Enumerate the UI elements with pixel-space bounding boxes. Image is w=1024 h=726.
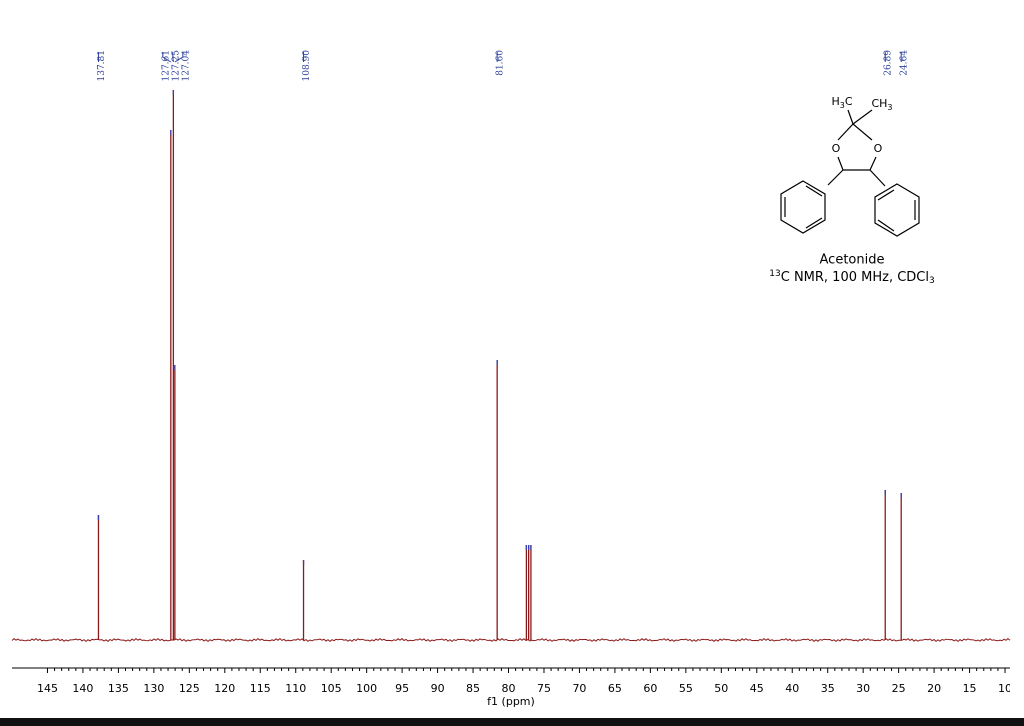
x-tick-label: 25 [892, 682, 906, 695]
x-tick-label: 85 [466, 682, 480, 695]
atom: C [845, 95, 853, 108]
x-tick-label: 135 [108, 682, 129, 695]
x-tick-label: 100 [356, 682, 377, 695]
x-ticks: 145 140 135 130 125 120 115 110 105 100 95 90 85 80 75… [37, 668, 1012, 695]
x-tick-label: 110 [285, 682, 306, 695]
peak-label: 26.89 [884, 50, 894, 76]
method: C NMR, 100 MHz, CDCl [781, 270, 929, 285]
peak-label: 127.25 [171, 50, 181, 82]
subscript: 3 [887, 103, 892, 112]
bonds [827, 109, 886, 187]
x-tick-label: 15 [963, 682, 977, 695]
x-tick-label: 70 [572, 682, 586, 695]
x-tick-label: 45 [750, 682, 764, 695]
x-tick-label: 115 [250, 682, 271, 695]
oxygen-left: O [832, 142, 841, 155]
x-tick-label: 125 [179, 682, 200, 695]
x-axis-title: f1 (ppm) [487, 695, 535, 708]
x-tick-label: 30 [856, 682, 870, 695]
phenyl-right [874, 183, 920, 237]
peak-label: 108.90 [302, 50, 312, 82]
atom: H [831, 95, 839, 108]
methyl-left: H3C [831, 95, 852, 110]
x-tick-label: 90 [431, 682, 445, 695]
x-tick-label: 60 [643, 682, 657, 695]
x-tick-label: 130 [143, 682, 164, 695]
phenyl-right-double [877, 189, 916, 232]
x-tick-label: 10 [998, 682, 1012, 695]
x-tick-label: 65 [608, 682, 622, 695]
methyl-right: CH3 [871, 97, 892, 112]
nmr-conditions: 13C NMR, 100 MHz, CDCl3 [769, 269, 934, 286]
atom: CH [871, 97, 887, 110]
x-tick-label: 35 [821, 682, 835, 695]
peak-label-line [174, 52, 184, 63]
peak-label: 127.04 [181, 50, 191, 82]
structure: H3C CH3 O O [780, 95, 920, 237]
bottom-bar [0, 718, 1024, 726]
peak-label: 127.61 [161, 50, 171, 82]
x-tick-label: 55 [679, 682, 693, 695]
superscript: 13 [769, 269, 780, 279]
peak-label: 24.64 [900, 50, 910, 76]
x-tick-label: 20 [927, 682, 941, 695]
x-tick-label: 75 [537, 682, 551, 695]
x-tick-label: 105 [321, 682, 342, 695]
compound-name: Acetonide [820, 253, 885, 268]
peak-label: 81.60 [496, 50, 506, 76]
phenyl-left-double [784, 185, 823, 229]
x-tick-label: 95 [395, 682, 409, 695]
x-tick-label: 120 [214, 682, 235, 695]
phenyl-left [780, 180, 826, 234]
x-tick-label: 80 [502, 682, 516, 695]
peak-labels: 137.81 127.61 127.25 127.04 108.90 81.60 26.89… [97, 50, 910, 82]
spectrum [11, 90, 1011, 643]
x-tick-label: 145 [37, 682, 58, 695]
peak-label-line [162, 52, 172, 63]
x-tick-label: 140 [72, 682, 93, 695]
baseline [11, 637, 1011, 643]
subscript: 3 [929, 276, 935, 286]
oxygen-right: O [874, 142, 883, 155]
peak-label: 137.81 [97, 50, 107, 82]
x-tick-label: 50 [714, 682, 728, 695]
subscript: 3 [840, 101, 845, 110]
peak-label-line [172, 52, 174, 63]
x-tick-label: 40 [785, 682, 799, 695]
